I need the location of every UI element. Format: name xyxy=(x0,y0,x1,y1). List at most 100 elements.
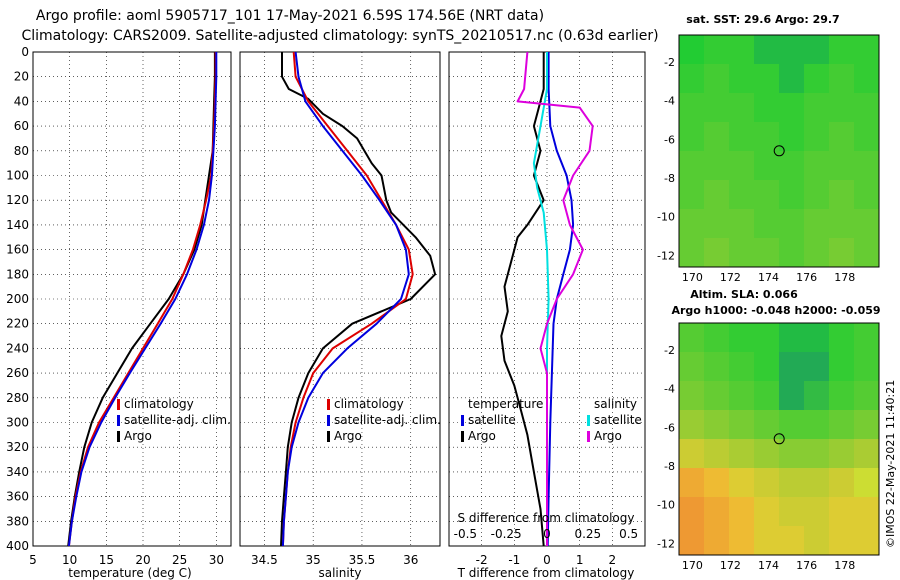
map-cell xyxy=(854,352,880,382)
series-line-satellite-adj-clim- xyxy=(281,51,410,547)
map-cell xyxy=(829,35,855,65)
sla-map-title-line2: Argo h1000: -0.048 h2000: -0.059 xyxy=(671,304,880,317)
map-cell xyxy=(704,352,730,382)
x-tick-label: -2 xyxy=(476,553,488,567)
map-cell xyxy=(854,468,880,498)
legend-title-temperature: temperature xyxy=(468,397,543,411)
map-cell xyxy=(779,323,805,353)
map-cell xyxy=(729,410,755,440)
y-tick-label: 180 xyxy=(6,267,29,281)
map-y-tick-label: -6 xyxy=(664,421,675,434)
map-x-tick-label: 170 xyxy=(682,271,703,284)
map-x-tick-label: 178 xyxy=(834,559,855,572)
map-cell xyxy=(854,526,880,556)
map-cell xyxy=(704,439,730,469)
y-tick-label: 100 xyxy=(6,169,29,183)
map-cell xyxy=(754,151,780,181)
map-cell xyxy=(829,381,855,411)
map-cell xyxy=(804,238,830,268)
map-cell xyxy=(779,93,805,123)
map-cell xyxy=(704,323,730,353)
legend-swatch-satellite-adj xyxy=(327,415,330,426)
map-cell xyxy=(804,35,830,65)
map-cell xyxy=(829,93,855,123)
legend-label-climatology: climatology xyxy=(334,397,404,411)
legend-label-argo: Argo xyxy=(334,429,362,443)
top-tick-label: -0.25 xyxy=(491,527,522,541)
map-cell xyxy=(804,93,830,123)
legend-swatch-argo xyxy=(327,431,330,442)
map-cell xyxy=(779,439,805,469)
map-cell xyxy=(854,93,880,123)
legend-title-salinity: salinity xyxy=(594,397,637,411)
map-cell xyxy=(704,180,730,210)
map-cell xyxy=(779,35,805,65)
map-cell xyxy=(754,352,780,382)
map-cell xyxy=(854,151,880,181)
salinity-xlabel: salinity xyxy=(318,566,361,580)
map-cell xyxy=(679,468,705,498)
sst-map-frame xyxy=(678,34,880,268)
x-tick-label: 10 xyxy=(62,553,77,567)
legend-label-temp-argo: Argo xyxy=(468,429,496,443)
map-cell xyxy=(804,180,830,210)
map-cell xyxy=(804,122,830,152)
map-cell xyxy=(754,180,780,210)
legend-swatch-sal-satellite xyxy=(587,415,590,426)
map-cell xyxy=(754,93,780,123)
map-cell xyxy=(804,497,830,527)
series-line-satellite-adj-clim- xyxy=(67,52,218,547)
legend-swatch-climatology xyxy=(327,399,330,410)
map-cell xyxy=(679,93,705,123)
map-x-tick-label: 170 xyxy=(682,559,703,572)
y-tick-label: 20 xyxy=(14,70,29,84)
legend-swatch-temp-argo xyxy=(461,431,464,442)
map-cell xyxy=(829,180,855,210)
map-cell xyxy=(804,526,830,556)
map-cell xyxy=(754,323,780,353)
x-tick-label: 2 xyxy=(609,553,617,567)
top-tick-label: 0.5 xyxy=(619,527,638,541)
map-y-tick-label: -12 xyxy=(657,537,675,550)
series-line-temperature-satellite xyxy=(546,52,575,547)
map-cell xyxy=(729,64,755,94)
map-cell xyxy=(679,35,705,65)
y-tick-label: 280 xyxy=(6,391,29,405)
map-y-tick-label: -12 xyxy=(657,249,675,262)
map-cell xyxy=(854,35,880,65)
map-cell xyxy=(854,381,880,411)
map-cell xyxy=(779,381,805,411)
legend-label-satellite-adj: satellite-adj. clim. xyxy=(334,413,441,427)
y-tick-label: 340 xyxy=(6,465,29,479)
map-cell xyxy=(804,439,830,469)
map-cell xyxy=(729,238,755,268)
map-cell xyxy=(779,64,805,94)
map-cell xyxy=(729,151,755,181)
map-cell xyxy=(779,468,805,498)
legend-label-argo: Argo xyxy=(124,429,152,443)
map-cell xyxy=(679,381,705,411)
map-cell xyxy=(829,64,855,94)
map-cell xyxy=(754,410,780,440)
map-cell xyxy=(854,122,880,152)
map-cell xyxy=(754,64,780,94)
map-cell xyxy=(804,64,830,94)
legend-label-satellite-adj: satellite-adj. clim. xyxy=(124,413,231,427)
map-cell xyxy=(729,209,755,239)
map-cell xyxy=(729,439,755,469)
map-y-tick-label: -2 xyxy=(664,344,675,357)
figure-title-line2: Climatology: CARS2009. Satellite-adjuste… xyxy=(21,28,658,44)
difference-legend: temperature salinity satellite Argo sate… xyxy=(461,397,642,443)
map-y-tick-label: -2 xyxy=(664,56,675,69)
map-cell xyxy=(779,352,805,382)
map-cell xyxy=(679,439,705,469)
axis-layer: 5 10 15 20 25 3002040608010012014016018020022… xyxy=(6,45,638,567)
y-tick-label: 120 xyxy=(6,193,29,207)
y-tick-label: 240 xyxy=(6,341,29,355)
map-cell xyxy=(779,497,805,527)
map-cell xyxy=(804,410,830,440)
map-cell xyxy=(854,439,880,469)
map-cell xyxy=(804,381,830,411)
map-cell xyxy=(704,93,730,123)
y-tick-label: 80 xyxy=(14,144,29,158)
